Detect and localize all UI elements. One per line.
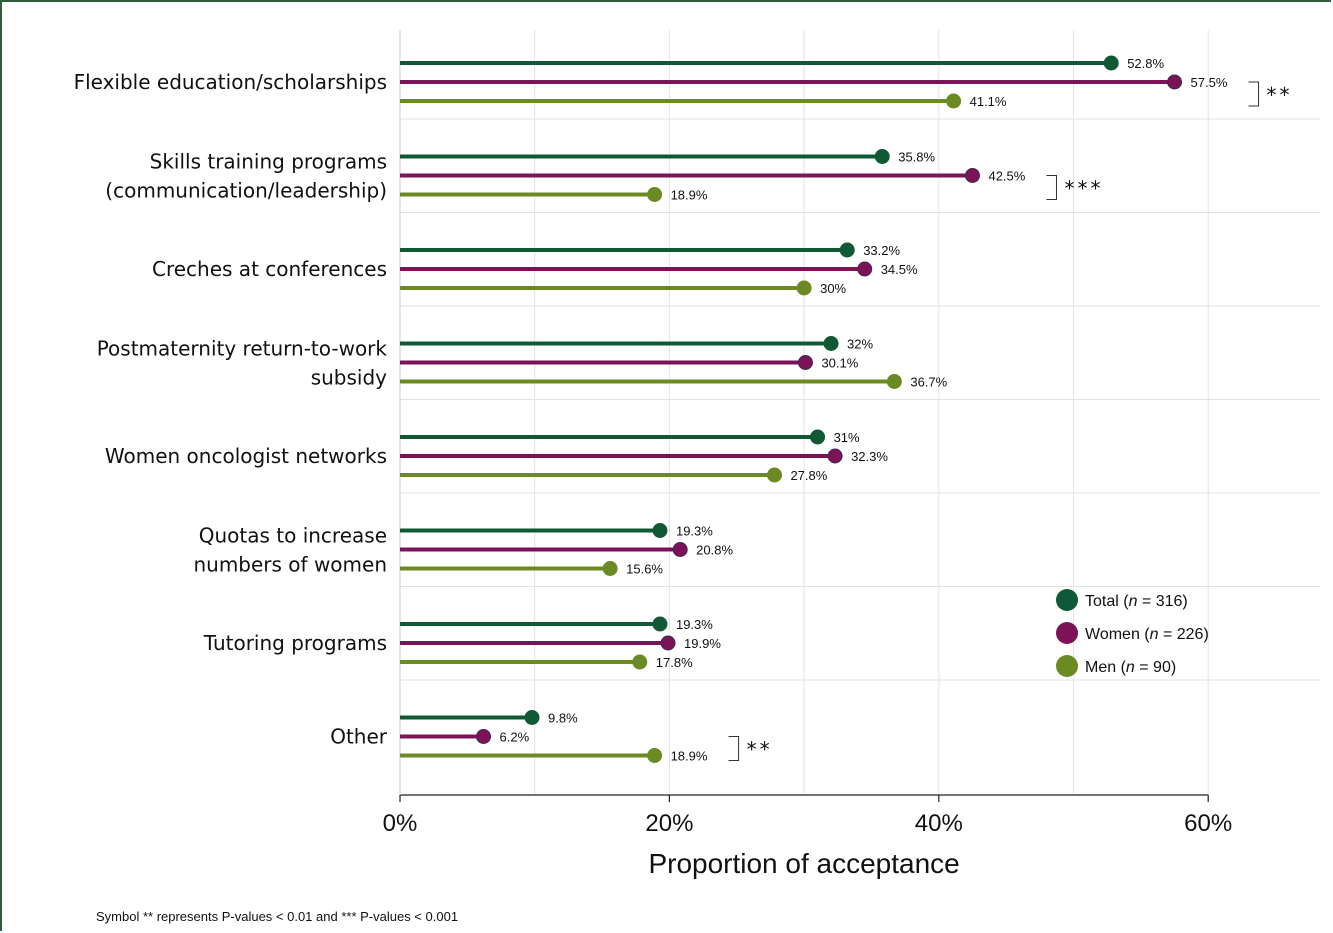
significance-bracket xyxy=(1046,175,1057,200)
x-tick-label: 20% xyxy=(645,810,693,837)
value-label: 19.3% xyxy=(676,524,713,539)
lollipop-dot xyxy=(810,429,826,445)
x-axis-title: Proportion of acceptance xyxy=(648,848,959,879)
value-label: 27.8% xyxy=(790,468,827,483)
legend-swatch xyxy=(1056,622,1078,644)
lollipop-dot xyxy=(796,280,812,296)
significance-marker: ** xyxy=(747,738,773,762)
value-label: 19.3% xyxy=(676,617,713,632)
lollipop-dot xyxy=(766,467,782,483)
legend-entry: Women (n = 226) xyxy=(1085,626,1209,643)
legend-entry: Men (n = 90) xyxy=(1085,659,1176,676)
x-tick-label: 40% xyxy=(915,810,963,837)
lollipop-dot xyxy=(839,242,855,258)
value-label: 57.5% xyxy=(1191,75,1228,90)
category-label: Flexible education/scholarships xyxy=(74,70,387,94)
value-label: 30.1% xyxy=(821,356,858,371)
value-label: 15.6% xyxy=(626,562,663,577)
lollipop-dot xyxy=(524,710,540,725)
value-label: 35.8% xyxy=(898,150,935,165)
lollipop-dot xyxy=(886,374,902,389)
lollipop-dot xyxy=(660,635,676,651)
lollipop-dot xyxy=(827,448,843,464)
lollipop-dot xyxy=(797,355,813,370)
value-label: 18.9% xyxy=(671,749,708,764)
lollipop-dot xyxy=(1167,74,1183,90)
value-label: 18.9% xyxy=(671,188,708,203)
lollipop-dot xyxy=(857,261,873,277)
value-label: 36.7% xyxy=(910,375,947,390)
lollipop-dot xyxy=(652,616,668,632)
footnote: Symbol ** represents P-values < 0.01 and… xyxy=(96,909,459,924)
value-label: 6.2% xyxy=(500,730,530,745)
value-label: 33.2% xyxy=(863,243,900,258)
significance-marker: ** xyxy=(1267,83,1293,107)
category-label: Creches at conferences xyxy=(152,257,387,281)
category-label: Postmaternity return-to-work subsidy xyxy=(97,337,388,390)
value-label: 32.3% xyxy=(851,449,888,464)
significance-bracket xyxy=(1248,81,1260,107)
value-label: 20.8% xyxy=(696,543,733,558)
lollipop-dot xyxy=(632,654,648,670)
lollipop-dot xyxy=(602,561,618,576)
value-label: 30% xyxy=(820,281,846,296)
value-label: 19.9% xyxy=(684,636,721,651)
lollipop-dot xyxy=(672,542,688,557)
value-label: 42.5% xyxy=(988,169,1025,184)
lollipop-dot xyxy=(823,336,839,351)
value-label: 31% xyxy=(834,430,860,445)
lollipop-dot xyxy=(647,748,663,763)
x-tick-label: 0% xyxy=(383,810,418,837)
lollipop-dot xyxy=(1103,55,1119,71)
category-label: Tutoring programs xyxy=(203,631,387,655)
lollipop-dot xyxy=(652,523,668,538)
legend-swatch xyxy=(1056,655,1078,677)
significance-bracket xyxy=(728,736,740,761)
value-label: 17.8% xyxy=(656,655,693,670)
lollipop-chart: 0% 20% 40% 60% Proportion of acceptance Flexi… xyxy=(74,30,1320,879)
value-label: 34.5% xyxy=(881,262,918,277)
value-label: 9.8% xyxy=(548,711,578,726)
x-tick-label: 60% xyxy=(1184,810,1232,837)
value-label: 52.8% xyxy=(1127,56,1164,71)
significance-marker: *** xyxy=(1064,177,1103,201)
lollipop-dot xyxy=(964,168,980,183)
lollipop-dot xyxy=(476,729,492,744)
category-label: Other xyxy=(330,725,388,749)
legend-entry: Total (n = 316) xyxy=(1085,593,1188,610)
category-label: Skills training programs (communication/l… xyxy=(105,150,387,203)
value-label: 32% xyxy=(847,337,873,352)
category-label: Women oncologist networks xyxy=(105,444,387,468)
value-label: 41.1% xyxy=(970,94,1007,109)
lollipop-dot xyxy=(647,187,663,202)
lollipop-dot xyxy=(946,93,962,109)
category-label: Quotas to increase numbers of women xyxy=(193,524,387,577)
lollipop-dot xyxy=(874,149,890,164)
legend-swatch xyxy=(1056,589,1078,611)
